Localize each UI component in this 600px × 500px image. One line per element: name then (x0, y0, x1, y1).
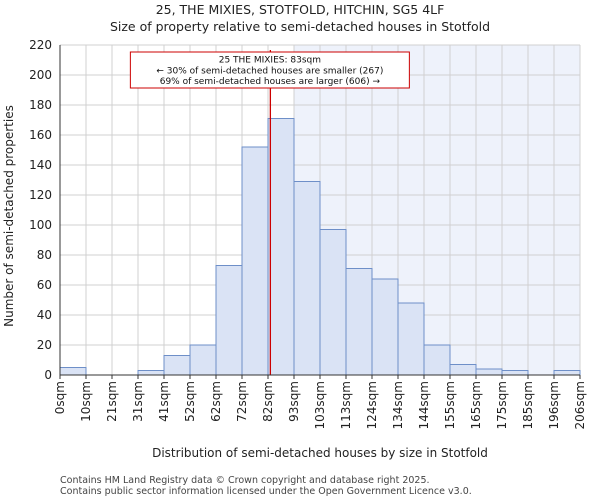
histogram-bar (423, 344, 451, 376)
y-tick-label: 100 (29, 218, 52, 232)
histogram-bar (449, 364, 477, 376)
annotation-line-2: ← 30% of semi-detached houses are smalle… (156, 66, 383, 76)
x-tick-label: 10sqm (79, 381, 93, 422)
x-tick-label: 185sqm (521, 381, 535, 429)
x-tick-label: 52sqm (183, 381, 197, 422)
histogram-bar (501, 370, 529, 376)
y-tick-label: 200 (29, 68, 52, 82)
x-tick-label: 21sqm (105, 381, 119, 422)
x-tick-label: 155sqm (443, 381, 457, 429)
y-tick-label: 0 (44, 368, 52, 382)
plot-area: 0 20 40 60 80 100 120 140 160 180 200 220 25 THE MIX… (29, 38, 587, 429)
histogram-bar (345, 268, 373, 376)
x-tick-label: 134sqm (391, 381, 405, 429)
x-tick-label: 144sqm (417, 381, 431, 429)
y-tick-label: 40 (37, 308, 52, 322)
y-tick-label: 60 (37, 278, 52, 292)
y-tick-label: 80 (37, 248, 52, 262)
histogram-bar (267, 118, 295, 376)
chart-title: 25, THE MIXIES, STOTFOLD, HITCHIN, SG5 4… (156, 2, 445, 17)
x-tick-label: 82sqm (261, 381, 275, 422)
histogram-bar (371, 278, 399, 376)
annotation-line-1: 25 THE MIXIES: 83sqm (219, 56, 321, 66)
histogram-bar (241, 146, 269, 376)
x-tick-label: 165sqm (469, 381, 483, 429)
y-tick-label: 120 (29, 188, 52, 202)
histogram-bar (59, 367, 87, 376)
histogram-bar (293, 181, 321, 376)
annotation-line-3: 69% of semi-detached houses are larger (… (160, 77, 381, 87)
y-tick-label: 20 (37, 338, 52, 352)
y-tick-label: 220 (29, 38, 52, 52)
histogram-bar (475, 368, 503, 376)
x-axis-label: Distribution of semi-detached houses by … (152, 446, 488, 460)
footer-copyright: Contains HM Land Registry data © Crown c… (60, 475, 430, 486)
x-tick-label: 175sqm (495, 381, 509, 429)
histogram-bar (553, 370, 581, 376)
histogram-bar (163, 355, 191, 376)
x-tick-label: 41sqm (157, 381, 171, 422)
histogram-bar (319, 229, 347, 376)
footer-licence: Contains public sector information licen… (60, 486, 472, 497)
x-tick-label: 31sqm (131, 381, 145, 422)
y-tick-label: 160 (29, 128, 52, 142)
histogram-bar (215, 265, 243, 376)
x-tick-label: 124sqm (365, 381, 379, 429)
x-tick-label: 206sqm (573, 381, 587, 429)
histogram-bar (189, 344, 217, 376)
y-tick-label: 180 (29, 98, 52, 112)
annotation-box (129, 51, 410, 89)
chart-subtitle: Size of property relative to semi-detach… (110, 19, 490, 34)
histogram-bar (137, 370, 165, 376)
y-axis-label: Number of semi-detached properties (2, 105, 16, 327)
x-tick-label: 93sqm (287, 381, 301, 422)
x-tick-label: 72sqm (235, 381, 249, 422)
x-tick-label: 62sqm (209, 381, 223, 422)
x-tick-label: 196sqm (547, 381, 561, 429)
y-tick-label: 140 (29, 158, 52, 172)
x-tick-label: 103sqm (313, 381, 327, 429)
x-tick-label: 0sqm (53, 381, 67, 414)
x-tick-label: 113sqm (339, 381, 353, 429)
histogram-bar (397, 302, 425, 376)
